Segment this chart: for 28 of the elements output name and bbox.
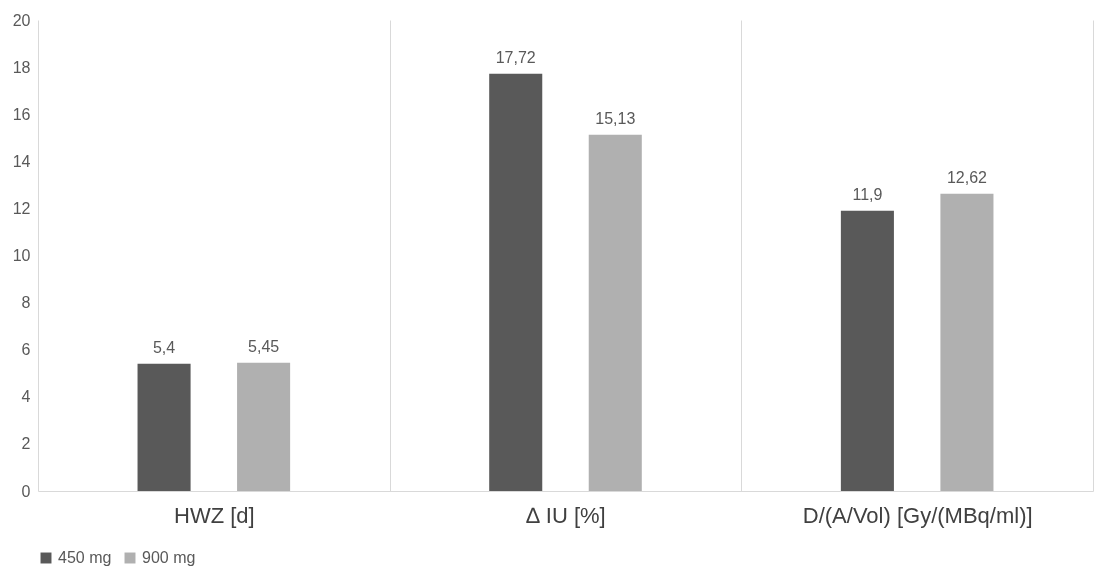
y-tick-label: 2 [21,435,31,453]
x-tick-label: HWZ [d] [174,502,255,528]
bar [840,210,894,491]
y-tick-label: 18 [12,58,31,76]
data-label: 15,13 [595,109,636,127]
y-tick-label: 16 [12,105,31,123]
bar [137,363,191,491]
data-label: 5,4 [152,338,176,356]
y-tick-label: 12 [12,199,31,217]
bar [489,73,543,491]
x-tick-label: D/(A/Vol) [Gy/(MBq/ml)] [802,502,1033,528]
y-tick-label: 4 [21,388,31,406]
bar [588,134,642,491]
y-tick-label: 0 [21,482,31,500]
y-tick-label: 20 [12,11,31,29]
data-label: 11,9 [852,185,883,203]
y-tick-label: 6 [21,341,31,359]
y-tick-label: 8 [21,294,31,312]
bar [940,193,994,491]
legend-label: 450 mg [58,549,112,566]
y-tick-label: 14 [12,152,31,170]
bar [237,362,291,491]
legend-label: 900 mg [142,549,196,566]
data-label: 5,45 [248,337,280,355]
y-tick-label: 10 [12,247,31,264]
data-label: 17,72 [495,48,536,66]
x-tick-label: ∆ IU [%] [526,502,606,528]
data-label: 12,62 [946,168,988,186]
